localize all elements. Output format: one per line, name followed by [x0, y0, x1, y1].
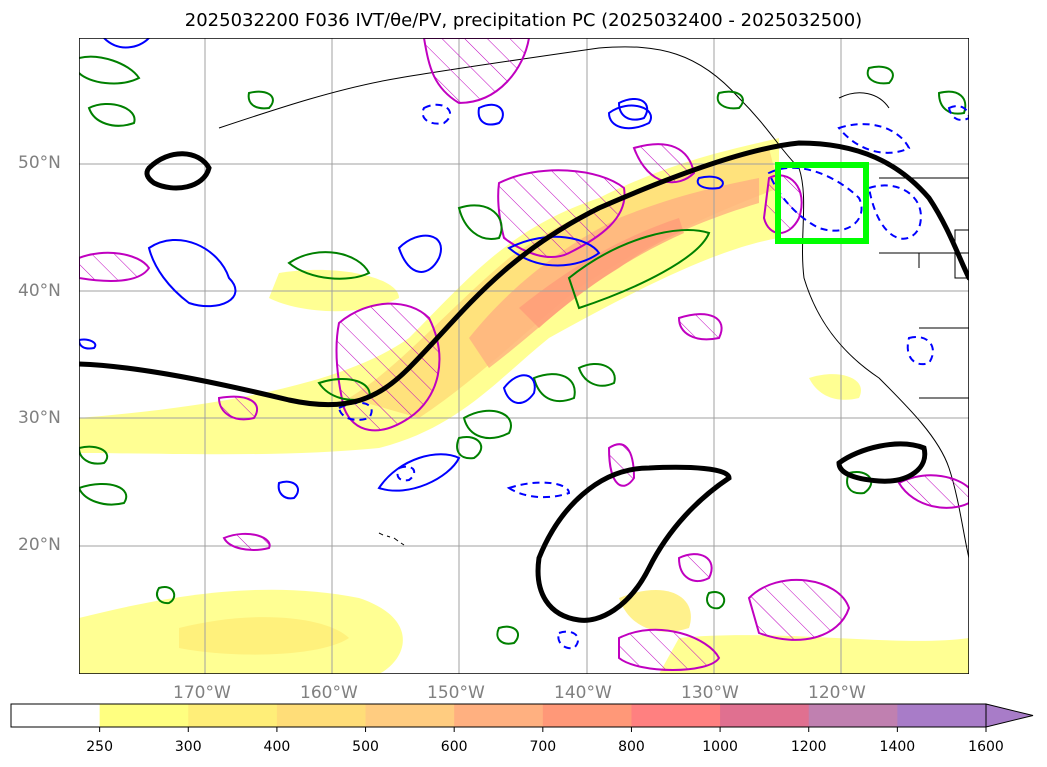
colorbar-tick-label: 500 — [352, 739, 379, 755]
colorbar-segment — [454, 704, 544, 727]
colorbar-tick-label: 400 — [263, 739, 291, 755]
colorbar-tick-label: 800 — [618, 739, 645, 755]
lon-label-120w: 120°W — [808, 683, 866, 703]
colorbar-tick-label: 700 — [529, 739, 557, 755]
target-region-box — [775, 162, 869, 244]
colorbar-segment — [365, 704, 455, 727]
colorbar-tick-label: 300 — [174, 739, 202, 755]
lon-label-160w: 160°W — [300, 683, 358, 703]
colorbar-tick-label: 600 — [440, 739, 468, 755]
colorbar-segment — [897, 704, 987, 727]
colorbar-segment — [808, 704, 898, 727]
ivt-jet-contours — [79, 140, 969, 623]
colorbar-tick-label: 1400 — [879, 739, 916, 755]
colorbar-frame — [10, 703, 987, 728]
ivt-colorbar — [10, 703, 1034, 732]
lat-label-50n: 50°N — [18, 153, 61, 173]
lat-label-30n: 30°N — [18, 408, 61, 428]
lat-label-20n: 20°N — [18, 535, 61, 555]
colorbar-segment — [11, 704, 101, 727]
map-panel — [79, 38, 969, 674]
coastline — [218, 46, 969, 559]
colorbar-segment — [99, 704, 189, 727]
colorbar-segment — [276, 704, 367, 727]
colorbar-segment — [631, 704, 721, 727]
lon-label-170w: 170°W — [173, 683, 231, 703]
colorbar-extend-arrow — [985, 703, 1034, 728]
lon-label-140w: 140°W — [554, 683, 612, 703]
figure-title: 2025032200 F036 IVT/θe/PV, precipitation… — [184, 10, 863, 31]
lat-label-40n: 40°N — [18, 281, 61, 301]
pv-contours — [79, 55, 967, 645]
colorbar-tick-label: 250 — [86, 739, 113, 755]
colorbar-segment — [188, 704, 278, 727]
lon-label-150w: 150°W — [427, 683, 485, 703]
colorbar-tick-label: 1000 — [702, 739, 738, 755]
colorbar-tick-label: 1200 — [790, 739, 827, 755]
colorbar-segment — [720, 704, 810, 727]
colorbar-segment — [542, 704, 632, 727]
colorbar-tick-label: 1600 — [968, 739, 1004, 755]
lon-label-130w: 130°W — [681, 683, 739, 703]
